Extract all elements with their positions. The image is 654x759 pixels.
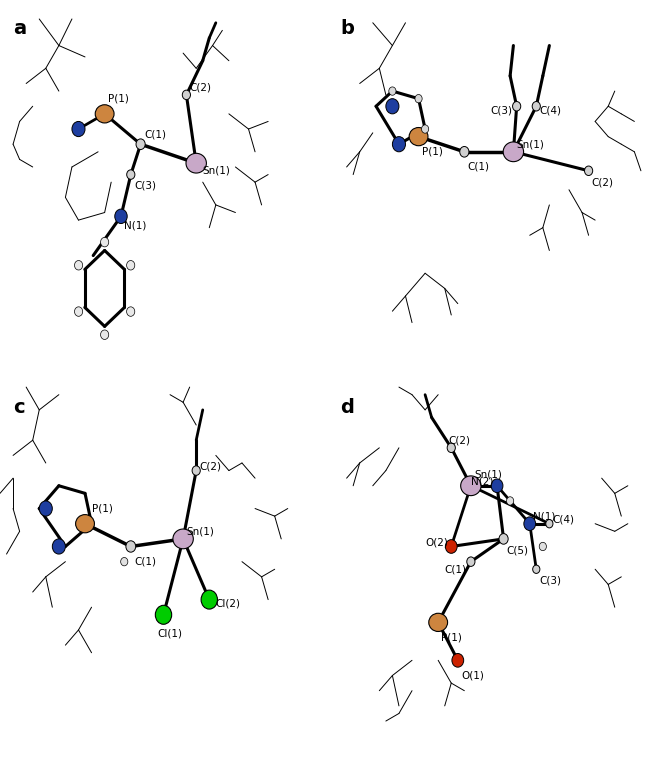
Circle shape xyxy=(422,124,429,133)
Circle shape xyxy=(52,539,65,554)
Text: C(4): C(4) xyxy=(553,515,575,525)
Circle shape xyxy=(39,501,52,516)
Ellipse shape xyxy=(173,529,194,549)
Text: C(2): C(2) xyxy=(199,461,222,472)
Ellipse shape xyxy=(460,476,481,496)
Text: C(3): C(3) xyxy=(540,575,562,586)
Text: N(1): N(1) xyxy=(124,221,146,231)
Text: d: d xyxy=(340,398,354,417)
Text: C(4): C(4) xyxy=(540,105,562,115)
Text: C(2): C(2) xyxy=(448,435,470,446)
Text: P(1): P(1) xyxy=(441,632,462,643)
Ellipse shape xyxy=(95,105,114,123)
Text: Sn(1): Sn(1) xyxy=(186,526,215,537)
Ellipse shape xyxy=(409,128,428,146)
Text: C(5): C(5) xyxy=(507,545,529,556)
Circle shape xyxy=(136,139,145,150)
Circle shape xyxy=(201,591,217,609)
Text: Cl(2): Cl(2) xyxy=(216,598,241,609)
Text: C(3): C(3) xyxy=(134,181,156,191)
Text: P(1): P(1) xyxy=(108,93,129,104)
Circle shape xyxy=(447,443,455,452)
Text: Sn(1): Sn(1) xyxy=(474,469,502,480)
Text: Cl(1): Cl(1) xyxy=(157,628,182,639)
Circle shape xyxy=(388,87,396,95)
Circle shape xyxy=(127,307,135,317)
Text: C(2): C(2) xyxy=(190,82,212,93)
Text: Sn(1): Sn(1) xyxy=(517,139,545,150)
Text: C(3): C(3) xyxy=(490,105,513,115)
Text: O(2): O(2) xyxy=(425,537,448,548)
Circle shape xyxy=(499,534,508,544)
Text: c: c xyxy=(13,398,25,417)
Circle shape xyxy=(491,479,503,493)
Text: C(1): C(1) xyxy=(134,556,156,567)
Circle shape xyxy=(507,496,514,505)
Ellipse shape xyxy=(503,142,524,162)
Circle shape xyxy=(101,238,109,247)
Circle shape xyxy=(524,517,536,531)
Circle shape xyxy=(513,102,521,111)
Circle shape xyxy=(101,330,109,339)
Circle shape xyxy=(127,260,135,270)
Text: C(1): C(1) xyxy=(445,564,467,575)
Ellipse shape xyxy=(429,613,447,631)
Ellipse shape xyxy=(76,515,94,533)
Text: O(1): O(1) xyxy=(461,670,484,681)
Circle shape xyxy=(545,519,553,528)
Circle shape xyxy=(445,540,457,553)
Circle shape xyxy=(127,170,135,179)
Circle shape xyxy=(115,209,127,224)
Text: b: b xyxy=(340,19,354,38)
Circle shape xyxy=(415,95,422,103)
Circle shape xyxy=(121,557,128,566)
Text: C(1): C(1) xyxy=(468,162,490,172)
Circle shape xyxy=(467,557,475,566)
Circle shape xyxy=(75,307,82,317)
Circle shape xyxy=(156,606,171,624)
Circle shape xyxy=(182,90,190,99)
Text: C(1): C(1) xyxy=(144,130,166,140)
Text: a: a xyxy=(13,19,26,38)
Text: P(1): P(1) xyxy=(92,503,112,514)
Circle shape xyxy=(75,260,82,270)
Text: P(1): P(1) xyxy=(422,146,443,157)
Circle shape xyxy=(585,166,593,175)
Text: C(2): C(2) xyxy=(592,177,614,187)
Text: N(1): N(1) xyxy=(533,511,555,521)
Circle shape xyxy=(72,121,85,137)
Circle shape xyxy=(532,102,540,111)
Circle shape xyxy=(126,540,136,553)
Circle shape xyxy=(452,653,464,667)
Circle shape xyxy=(540,542,547,551)
Circle shape xyxy=(460,146,469,157)
Circle shape xyxy=(392,137,405,152)
Text: N(2): N(2) xyxy=(471,477,493,487)
Circle shape xyxy=(192,466,200,475)
Ellipse shape xyxy=(186,153,207,173)
Text: Sn(1): Sn(1) xyxy=(203,165,231,176)
Circle shape xyxy=(386,99,399,114)
Circle shape xyxy=(532,565,540,574)
